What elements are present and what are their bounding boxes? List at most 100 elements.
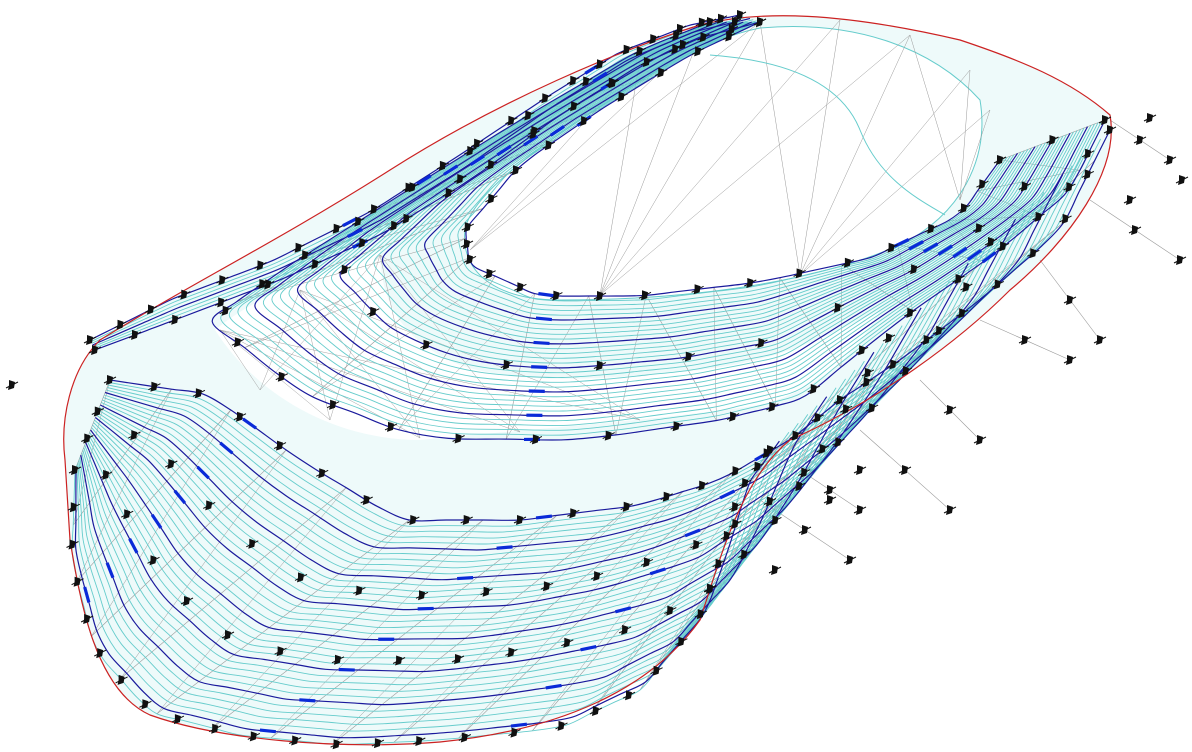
survey-point (816, 444, 829, 454)
survey-point (485, 193, 498, 204)
point-tick (593, 60, 607, 68)
upper-slope-minor-contour (262, 21, 1085, 412)
survey-point (231, 337, 245, 348)
point-tick (81, 435, 94, 442)
survey-point (66, 539, 79, 550)
point-tick (508, 729, 521, 737)
point-tick (798, 469, 811, 477)
lower-slope-label-tick (684, 528, 701, 538)
upper-slope-label-tick (952, 246, 968, 259)
upper-slope-minor-contour (390, 21, 1032, 340)
bench-tin-edge (329, 254, 381, 421)
offset-survey-point (798, 525, 812, 535)
upper-slope-minor-contour (245, 21, 1092, 422)
point-tick (720, 532, 734, 540)
point-tick (738, 551, 751, 558)
point-tick (353, 587, 366, 595)
point-tick (407, 516, 420, 524)
survey-point (480, 586, 493, 597)
lower-slope-minor-contour (79, 405, 818, 712)
point-tick (882, 334, 896, 342)
point-tick (622, 691, 636, 699)
offset-survey-points[interactable] (5, 113, 1189, 575)
offset-survey-point (1175, 175, 1189, 185)
offset-survey-point (768, 565, 782, 575)
point-tick (676, 41, 690, 49)
survey-point (855, 345, 869, 356)
survey-point (865, 403, 879, 414)
survey-point (402, 182, 415, 193)
point-tick (816, 445, 829, 453)
bench-tin-edge (299, 289, 421, 439)
point-tick (452, 435, 465, 442)
upper-slope-minor-contour (228, 21, 1099, 431)
survey-point (673, 23, 687, 34)
point-tick (703, 585, 717, 592)
survey-point (640, 557, 654, 568)
point-tick (590, 572, 604, 580)
survey-point (860, 377, 873, 388)
point-tick (231, 338, 245, 346)
survey-point (214, 297, 228, 308)
point-tick (500, 361, 514, 369)
survey-point (294, 572, 308, 583)
lower-slope-minor-contour (91, 298, 931, 635)
survey-point (620, 501, 633, 512)
point-tick (753, 18, 767, 26)
survey-point (168, 314, 182, 325)
survey-point (561, 637, 574, 648)
upper-slope-major-contour (296, 21, 1071, 393)
embankment-label-tick (592, 71, 608, 83)
lower-slope-label-tick (338, 667, 355, 672)
survey-point (763, 445, 777, 455)
point-tick (729, 467, 742, 475)
upper-slope-label-tick (937, 244, 953, 256)
point-tick (529, 435, 543, 443)
point-tick (555, 722, 568, 730)
point-tick (454, 175, 467, 183)
lower-slope-tin-edge (458, 491, 684, 739)
upper-slope-label-tick (496, 144, 512, 157)
point-tick (275, 373, 289, 381)
upper-slope-tin-edge (244, 257, 470, 348)
pad-tin-edge (599, 19, 841, 296)
point-tick (384, 423, 398, 431)
offset-survey-point (1143, 113, 1157, 123)
point-tick (853, 466, 867, 474)
point-tick (1063, 296, 1077, 304)
survey-point (274, 646, 287, 657)
point-tick (682, 353, 696, 361)
pad-tin-edge (469, 21, 761, 251)
survey-point (832, 437, 845, 448)
offset-survey-point (1018, 335, 1032, 345)
lower-slope-major-contour (80, 396, 828, 706)
point-tick (288, 737, 302, 744)
survey-points[interactable] (66, 10, 1117, 750)
survey-point (751, 461, 764, 472)
survey-point (470, 138, 484, 149)
lower-slope-label-tick (83, 586, 91, 603)
survey-point (904, 307, 917, 318)
bench-tin-edge (259, 254, 381, 391)
survey-point (567, 101, 581, 112)
upper-slope-minor-contour (415, 21, 1022, 326)
point-tick (66, 541, 79, 548)
upper-slope-tin-edge (713, 287, 717, 421)
point-tick (1081, 150, 1095, 158)
survey-point (413, 736, 426, 746)
point-tick (722, 33, 736, 40)
survey-point (356, 237, 369, 248)
survey-point (618, 624, 632, 635)
upper-slope-label-tick (469, 154, 485, 166)
survey-point (298, 250, 312, 261)
survey-point (733, 10, 747, 20)
survey-point (690, 539, 703, 550)
point-tick (577, 117, 591, 125)
survey-point (682, 351, 696, 362)
point-tick (728, 503, 742, 511)
survey-point (326, 399, 340, 410)
point-tick (309, 260, 322, 268)
point-tick (932, 327, 946, 335)
